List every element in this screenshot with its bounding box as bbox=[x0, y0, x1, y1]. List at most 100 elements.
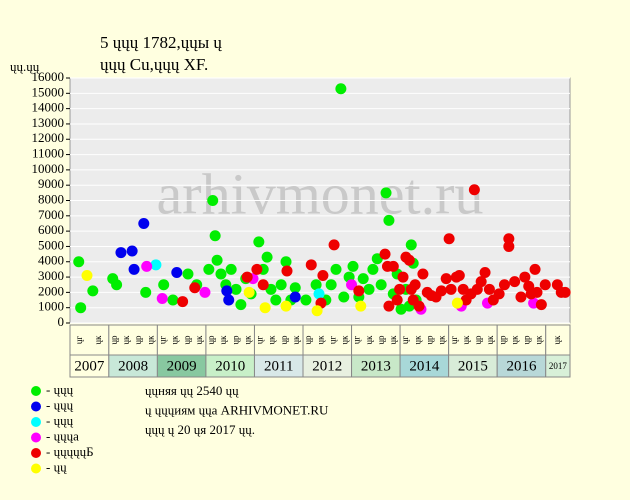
legend-marker bbox=[31, 463, 41, 474]
data-point bbox=[81, 270, 93, 282]
data-point bbox=[357, 273, 369, 285]
sub-label: ųр bbox=[109, 335, 119, 345]
data-point bbox=[73, 256, 85, 268]
sub-label: ųк bbox=[388, 335, 398, 345]
sub-label: ųк bbox=[267, 335, 277, 345]
sub-label: ųк bbox=[194, 335, 204, 345]
sub-label: ųк bbox=[509, 335, 519, 345]
sub-label: ųк bbox=[93, 335, 103, 345]
sub-label: ųр bbox=[303, 335, 313, 345]
legend-marker bbox=[31, 432, 41, 443]
sub-label: ųк bbox=[461, 335, 471, 345]
x-tick-label: 2014 bbox=[409, 358, 440, 374]
data-point bbox=[305, 259, 317, 271]
sub-label: ųг bbox=[327, 336, 337, 345]
sub-label: ųр bbox=[206, 335, 216, 345]
data-point bbox=[346, 279, 358, 291]
data-point bbox=[338, 291, 350, 303]
legend-marker bbox=[31, 401, 41, 412]
data-point bbox=[509, 276, 521, 288]
y-tick-label: 3000 bbox=[38, 268, 64, 283]
data-point bbox=[199, 286, 211, 298]
sub-label: ųк bbox=[315, 335, 325, 345]
sub-label: ųк bbox=[145, 335, 155, 345]
legend-label: - ųų bbox=[46, 459, 67, 474]
x-tick-label: 2008 bbox=[118, 358, 148, 374]
data-point bbox=[310, 279, 322, 291]
sub-band bbox=[545, 324, 571, 356]
legend-marker bbox=[31, 386, 41, 396]
watermark: arhivmonet.ru bbox=[157, 161, 484, 226]
data-point bbox=[435, 285, 447, 297]
data-point bbox=[281, 265, 293, 277]
sub-label: ųк bbox=[218, 335, 228, 345]
data-point bbox=[223, 294, 235, 306]
data-point bbox=[443, 233, 455, 245]
y-tick-label: 12000 bbox=[32, 130, 65, 145]
legend-marker bbox=[31, 448, 41, 458]
data-point bbox=[138, 217, 150, 229]
y-axis-label: ųų.ųų bbox=[10, 59, 40, 74]
legend-label: - ųųųа bbox=[46, 428, 79, 443]
sub-band bbox=[302, 324, 353, 356]
y-tick-label: 16000 bbox=[32, 69, 65, 84]
sub-label: ųк bbox=[534, 335, 544, 345]
data-point bbox=[111, 279, 123, 291]
y-tick-label: 13000 bbox=[32, 115, 65, 130]
data-point bbox=[451, 297, 463, 309]
data-point bbox=[182, 268, 194, 280]
data-point bbox=[440, 273, 452, 285]
sub-label: ųр bbox=[230, 335, 240, 345]
data-point bbox=[391, 294, 403, 306]
data-point bbox=[325, 279, 337, 291]
data-point bbox=[503, 240, 515, 252]
sub-label: ųк bbox=[364, 335, 374, 345]
sub-band bbox=[448, 324, 498, 356]
sub-label: ųк bbox=[340, 335, 350, 345]
data-point bbox=[251, 263, 263, 275]
sub-label: ųр bbox=[522, 335, 532, 345]
data-point bbox=[479, 266, 491, 278]
data-point bbox=[257, 279, 269, 291]
x-tick-label: 2007 bbox=[74, 358, 105, 374]
data-point bbox=[397, 271, 409, 283]
data-point bbox=[158, 279, 170, 291]
data-point bbox=[207, 195, 219, 206]
data-point bbox=[225, 263, 237, 275]
sub-band bbox=[108, 324, 158, 356]
data-point bbox=[559, 286, 571, 298]
data-point bbox=[379, 248, 391, 260]
data-point bbox=[531, 286, 543, 298]
sub-label: ųр bbox=[133, 335, 143, 345]
data-point bbox=[417, 268, 429, 280]
sub-band bbox=[496, 324, 547, 356]
data-point bbox=[215, 268, 227, 280]
x-tick-label: 2016 bbox=[506, 358, 537, 374]
data-point bbox=[280, 300, 292, 312]
sub-label: ųг bbox=[255, 336, 265, 345]
y-tick-label: 8000 bbox=[38, 191, 64, 206]
y-tick-label: 14000 bbox=[32, 100, 65, 115]
data-point bbox=[128, 263, 140, 275]
y-tick-label: 6000 bbox=[38, 222, 64, 237]
x-tick-label: 2010 bbox=[215, 358, 245, 374]
data-point bbox=[363, 283, 375, 295]
data-point bbox=[259, 302, 271, 314]
data-point bbox=[115, 247, 127, 259]
data-point bbox=[140, 286, 152, 298]
data-point bbox=[289, 282, 301, 294]
data-point bbox=[347, 260, 359, 272]
data-point bbox=[261, 251, 273, 263]
data-point bbox=[330, 263, 342, 275]
legend-marker bbox=[31, 417, 41, 427]
data-point bbox=[395, 303, 407, 315]
x-tick-label: 2017 bbox=[549, 361, 568, 371]
data-point bbox=[475, 276, 487, 288]
data-point bbox=[280, 256, 292, 268]
x-tick-label: 2013 bbox=[361, 358, 391, 374]
data-point bbox=[126, 245, 138, 257]
data-point bbox=[167, 294, 179, 306]
data-point bbox=[453, 270, 465, 282]
data-point bbox=[177, 296, 189, 308]
